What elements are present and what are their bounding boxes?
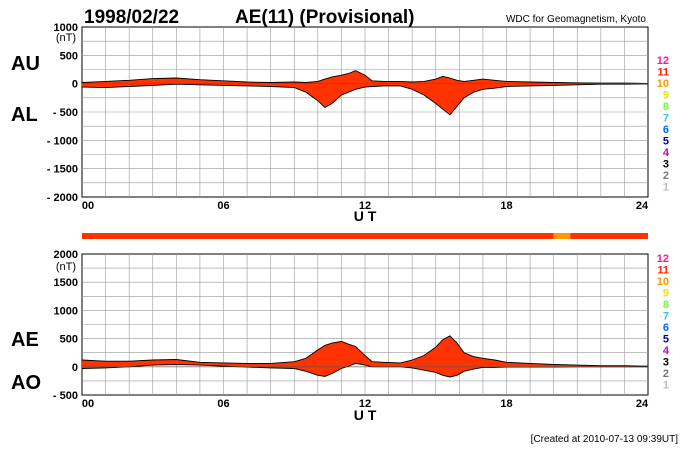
legend-station-count: 10 [657,78,669,90]
legend-station-count: 6 [663,322,669,334]
y-tick-label: 2000 [54,249,78,261]
legend-station-count: 9 [663,90,669,102]
legend-station-count: 5 [663,136,669,148]
date-title: 1998/02/22 [84,7,179,28]
legend-station-count: 11 [657,265,669,277]
x-tick-label: 24 [636,200,649,212]
created-timestamp: [Created at 2010-07-13 09:39UT] [531,434,679,445]
legend-station-count: 10 [657,276,669,288]
legend-station-count: 8 [663,101,669,113]
y-tick-label: - 1500 [47,164,78,176]
ae-ao-panel: 2000 1500 1000 500 0 - 500 00 06 12 18 24 [53,249,649,410]
coverage-segment [82,233,554,239]
legend-station-count: 3 [663,357,669,369]
attribution-text: WDC for Geomagnetism, Kyoto [506,14,646,25]
legend-station-count: 7 [663,113,669,125]
legend-station-count: 5 [663,334,669,346]
unit-label-top: (nT) [56,32,76,44]
legend-station-count: 11 [657,67,669,79]
legend-station-count: 3 [663,159,669,171]
y-tick-label: - 1000 [47,135,78,147]
y-tick-label: 0 [72,362,78,374]
au-al-panel: 1000 500 0 - 500 - 1000 - 1500 - 2000 00 06 12 18 2… [47,22,649,212]
upper-index-line [81,335,649,367]
y-tick-label: - 500 [53,390,78,402]
x-axis-label-top: U T [354,208,377,224]
legend-station-count: 8 [663,299,669,311]
legend-station-count: 6 [663,124,669,136]
legend-station-count: 4 [663,147,670,159]
x-tick-label: 00 [82,398,94,410]
legend-station-count: 7 [663,311,669,323]
y-tick-label: 500 [60,50,78,62]
legend-station-count: 2 [663,368,669,380]
x-tick-label: 00 [82,200,94,212]
side-label-ae: AE [11,329,39,351]
y-tick-label: - 2000 [47,192,78,204]
coverage-segment [570,233,648,239]
x-tick-label: 06 [217,200,229,212]
x-tick-label: 06 [217,398,229,410]
x-tick-label: 18 [500,200,512,212]
x-tick-label: 24 [636,398,649,410]
legend-station-count: 9 [663,288,669,300]
station-coverage-bar [82,233,648,239]
side-label-ao: AO [11,372,41,394]
side-label-au: AU [11,53,40,75]
upper-index-line [81,70,649,84]
legend-station-count: 1 [663,182,669,194]
legend-station-count: 4 [663,345,670,357]
y-tick-label: 1500 [54,277,78,289]
y-tick-label: - 500 [53,107,78,119]
legend-station-count: 1 [663,380,669,392]
y-tick-label: 1000 [54,305,78,317]
y-tick-label: 500 [60,334,78,346]
x-axis-label-bottom: U T [354,407,377,423]
legend-station-count: 2 [663,170,669,182]
y-tick-label: 0 [72,79,78,91]
legend-station-count: 12 [657,253,669,265]
x-tick-label: 18 [500,398,512,410]
index-title: AE(11) (Provisional) [235,7,415,28]
x-tick-label: 12 [359,398,371,410]
side-label-al: AL [11,104,38,126]
lower-index-line [81,83,649,116]
x-tick-label: 12 [359,200,371,212]
y-tick-label: 1000 [54,22,78,34]
coverage-segment [553,233,571,239]
unit-label-bottom: (nT) [56,261,76,273]
legend-station-count: 12 [657,55,669,67]
